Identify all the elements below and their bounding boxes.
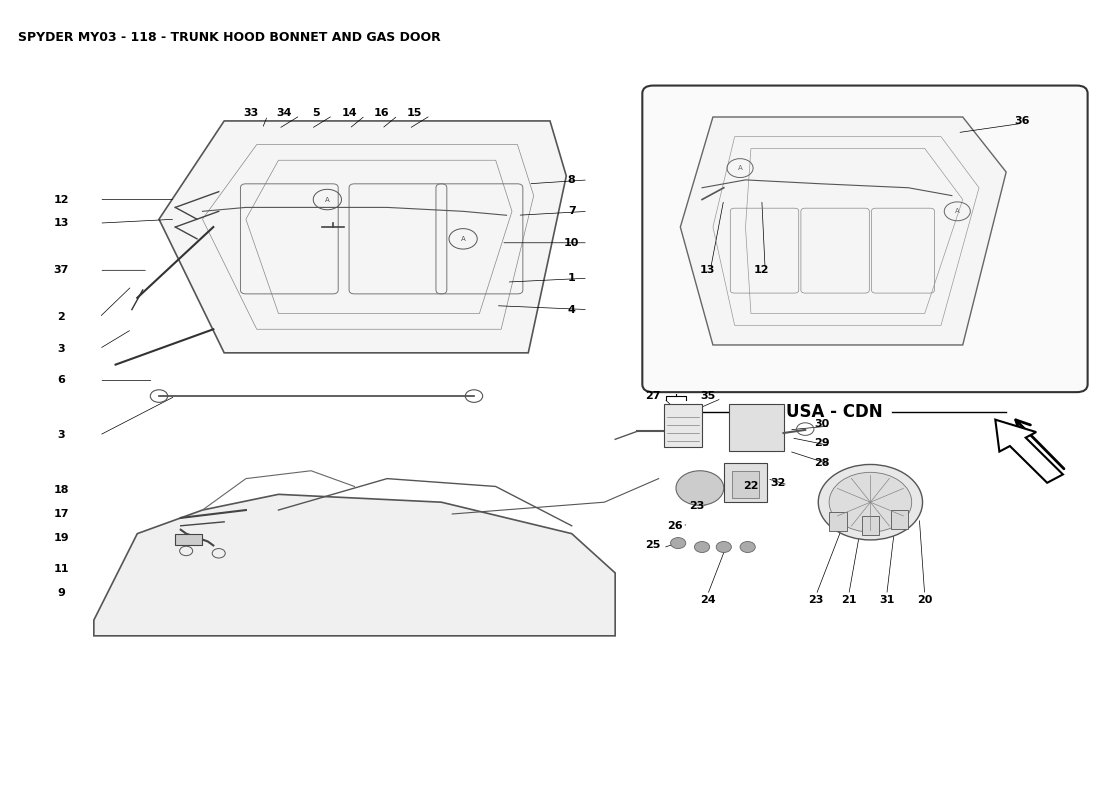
Text: 3: 3 (57, 344, 65, 354)
Text: 18: 18 (54, 486, 69, 495)
Text: 8: 8 (568, 175, 575, 185)
Bar (733, 470, 759, 498)
Text: 3: 3 (57, 430, 65, 440)
Circle shape (676, 470, 724, 506)
Text: euro: euro (311, 314, 389, 343)
Text: 10: 10 (564, 238, 580, 248)
Text: 36: 36 (1014, 116, 1031, 126)
Text: 34: 34 (276, 108, 292, 118)
Text: 14: 14 (341, 108, 356, 118)
Text: euro: euro (311, 550, 389, 579)
Text: 20: 20 (917, 595, 933, 606)
Text: 25: 25 (646, 541, 661, 550)
Text: 22: 22 (744, 482, 759, 491)
Circle shape (740, 542, 756, 553)
Text: 21: 21 (840, 595, 857, 606)
Circle shape (818, 465, 923, 540)
Text: 7: 7 (568, 206, 575, 216)
FancyBboxPatch shape (642, 86, 1088, 392)
Text: A: A (955, 208, 959, 214)
Bar (829, 513, 847, 531)
Bar (861, 516, 879, 535)
Text: 12: 12 (754, 266, 770, 275)
Text: 11: 11 (54, 564, 69, 574)
Text: 2: 2 (57, 313, 65, 322)
Text: 16: 16 (374, 108, 389, 118)
Text: 33: 33 (244, 108, 258, 118)
Text: 29: 29 (814, 438, 829, 448)
Text: 1: 1 (568, 273, 575, 283)
Text: 9: 9 (57, 587, 65, 598)
Bar (175, 534, 202, 546)
Text: 12: 12 (54, 194, 69, 205)
Polygon shape (680, 117, 1006, 345)
Circle shape (716, 542, 732, 553)
Text: 31: 31 (879, 595, 894, 606)
Circle shape (694, 542, 710, 553)
Bar (724, 463, 767, 502)
Text: SPYDER MY03 - 118 - TRUNK HOOD BONNET AND GAS DOOR: SPYDER MY03 - 118 - TRUNK HOOD BONNET AN… (18, 30, 441, 43)
Bar (729, 404, 783, 451)
Polygon shape (94, 494, 615, 636)
Text: 26: 26 (667, 521, 683, 530)
Text: 5: 5 (312, 108, 320, 118)
Text: A: A (324, 197, 330, 202)
Bar (664, 404, 702, 447)
Text: car: car (398, 314, 451, 343)
Polygon shape (160, 121, 566, 353)
Text: 24: 24 (700, 595, 715, 606)
Text: USA - CDN: USA - CDN (786, 402, 883, 421)
Text: 23: 23 (689, 501, 704, 511)
Text: 30: 30 (814, 418, 829, 429)
Text: 23: 23 (808, 595, 824, 606)
Text: 37: 37 (54, 266, 69, 275)
Text: A: A (461, 236, 465, 242)
Text: A: A (738, 165, 742, 171)
Text: 32: 32 (770, 478, 785, 487)
Bar (891, 510, 909, 529)
Text: carparts: carparts (398, 550, 541, 579)
Text: 19: 19 (54, 533, 69, 542)
Text: 27: 27 (646, 391, 661, 401)
Text: 13: 13 (700, 266, 715, 275)
Text: 4: 4 (568, 305, 575, 314)
Text: 13: 13 (54, 218, 69, 228)
Text: 17: 17 (54, 509, 69, 519)
Circle shape (671, 538, 685, 549)
Text: 15: 15 (407, 108, 422, 118)
Text: 28: 28 (814, 458, 829, 468)
Text: 6: 6 (57, 375, 65, 386)
FancyArrow shape (996, 420, 1063, 482)
Text: 35: 35 (700, 391, 715, 401)
Circle shape (829, 472, 912, 532)
